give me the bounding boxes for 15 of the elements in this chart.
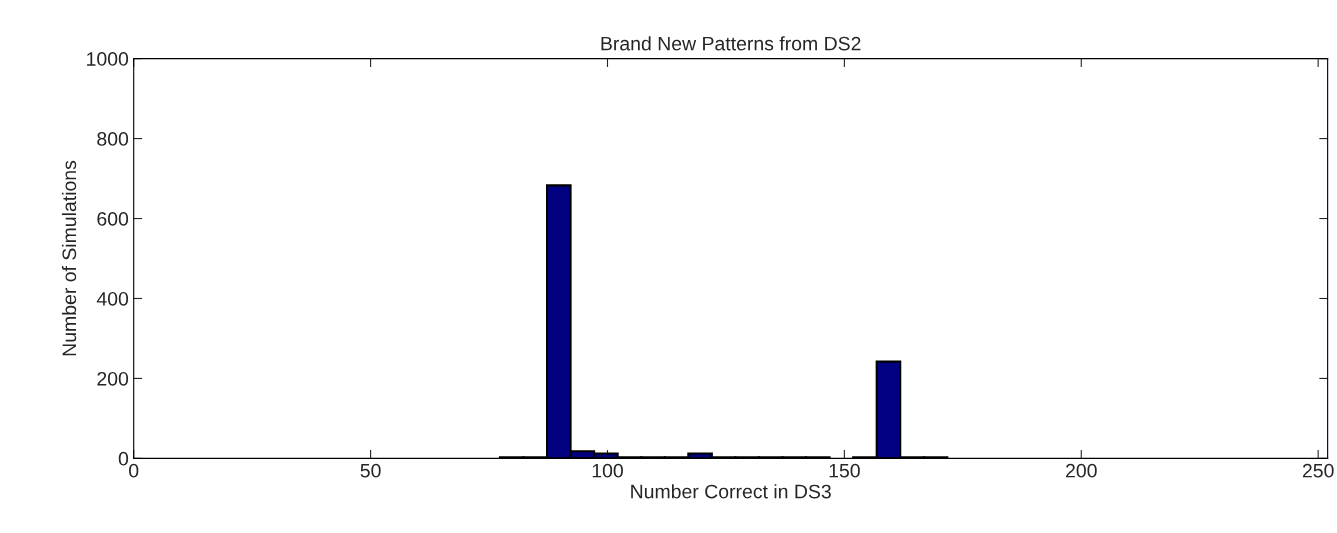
y-tick-label: 200	[97, 371, 129, 386]
x-tick-label: 100	[592, 463, 623, 478]
y-tick-label: 400	[96, 291, 129, 306]
x-axis-title: Number Correct in DS3	[631, 484, 831, 499]
y-tick-label: 600	[97, 212, 129, 226]
y-tick-label: 0	[118, 451, 129, 466]
x-tick-label: 150	[829, 463, 860, 478]
x-tick-label: 200	[1066, 463, 1097, 478]
x-tick-label: 0	[129, 463, 139, 478]
y-tick-label: 1000	[87, 52, 129, 66]
y-tick-label: 800	[97, 132, 129, 146]
chart-title: Brand New Patterns from DS2	[601, 36, 861, 51]
y-axis-title: Number of Simulations	[61, 160, 77, 356]
x-tick-label: 50	[360, 463, 381, 478]
x-tick-label: 250	[1302, 463, 1334, 478]
